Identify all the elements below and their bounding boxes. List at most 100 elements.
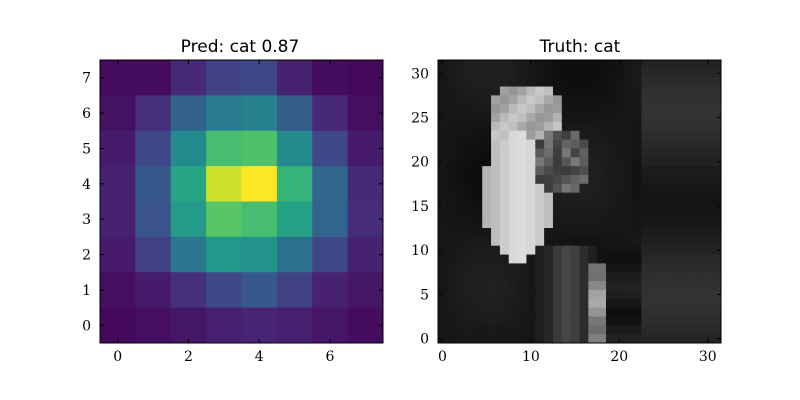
image-pixel — [606, 334, 616, 344]
image-pixel — [517, 281, 527, 291]
image-pixel — [517, 139, 527, 149]
image-pixel — [694, 130, 704, 140]
image-pixel — [508, 86, 518, 96]
image-pixel — [659, 192, 669, 202]
image-pixel — [552, 139, 563, 149]
image-pixel — [579, 139, 589, 149]
image-pixel — [694, 86, 704, 96]
image-pixel — [650, 272, 660, 282]
heatmap-cell — [276, 166, 313, 202]
image-pixel — [552, 210, 563, 220]
image-pixel — [641, 130, 651, 140]
image-pixel — [597, 245, 607, 255]
image-pixel — [517, 166, 527, 176]
image-pixel — [561, 281, 572, 291]
image-pixel — [526, 157, 536, 167]
heatmap-cell — [170, 60, 207, 96]
image-pixel — [606, 201, 616, 211]
image-pixel — [491, 68, 501, 79]
image-pixel — [667, 316, 678, 326]
image-pixel — [712, 95, 722, 105]
image-pixel — [623, 210, 633, 220]
image-pixel — [588, 228, 598, 238]
image-pixel — [703, 157, 713, 167]
truth-title: Truth: cat — [539, 37, 621, 57]
heatmap-cell — [347, 236, 384, 273]
image-pixel — [464, 263, 474, 273]
image-pixel — [491, 121, 501, 132]
image-pixel — [623, 157, 633, 167]
image-pixel — [517, 263, 527, 273]
image-pixel — [446, 254, 457, 264]
image-pixel — [659, 325, 669, 335]
image-pixel — [570, 121, 580, 132]
image-pixel — [712, 298, 722, 309]
image-pixel — [491, 113, 501, 123]
image-pixel — [535, 272, 545, 282]
image-pixel — [473, 183, 483, 194]
image-pixel — [552, 192, 563, 202]
image-pixel — [535, 68, 545, 79]
image-pixel — [588, 139, 598, 149]
image-pixel — [712, 263, 722, 273]
image-pixel — [473, 86, 483, 96]
image-pixel — [685, 121, 695, 132]
image-pixel — [482, 228, 492, 238]
image-pixel — [526, 281, 536, 291]
image-pixel — [455, 166, 465, 176]
image-pixel — [464, 60, 474, 70]
image-pixel — [482, 148, 492, 158]
image-pixel — [606, 121, 616, 132]
image-pixel — [712, 254, 722, 264]
image-pixel — [526, 166, 536, 176]
image-pixel — [455, 228, 465, 238]
image-pixel — [526, 236, 536, 247]
image-pixel — [623, 219, 633, 229]
image-pixel — [712, 281, 722, 291]
heatmap-cell — [347, 130, 384, 167]
image-pixel — [641, 228, 651, 238]
heatmap-cell — [100, 166, 136, 202]
image-pixel — [694, 157, 704, 167]
image-pixel — [659, 210, 669, 220]
image-pixel — [632, 174, 642, 185]
image-pixel — [499, 104, 510, 114]
image-pixel — [588, 245, 598, 255]
image-pixel — [597, 334, 607, 344]
image-pixel — [526, 86, 536, 96]
image-pixel — [650, 121, 660, 132]
y-tick-label: 4 — [82, 177, 91, 193]
image-pixel — [694, 192, 704, 202]
image-pixel — [685, 254, 695, 264]
image-pixel — [517, 316, 527, 326]
image-pixel — [588, 183, 598, 194]
image-pixel — [482, 236, 492, 247]
image-pixel — [517, 219, 527, 229]
image-pixel — [623, 245, 633, 255]
image-pixel — [535, 298, 545, 309]
image-pixel — [703, 201, 713, 211]
image-pixel — [535, 236, 545, 247]
image-pixel — [438, 192, 448, 202]
image-pixel — [491, 157, 501, 167]
image-pixel — [570, 236, 580, 247]
image-pixel — [650, 77, 660, 87]
image-pixel — [712, 183, 722, 194]
image-pixel — [570, 68, 580, 79]
image-pixel — [588, 166, 598, 176]
image-pixel — [473, 113, 483, 123]
image-pixel — [482, 325, 492, 335]
image-pixel — [499, 121, 510, 132]
image-pixel — [526, 68, 536, 79]
image-pixel — [535, 121, 545, 132]
image-pixel — [499, 166, 510, 176]
image-pixel — [650, 86, 660, 96]
image-pixel — [570, 77, 580, 87]
image-pixel — [676, 130, 687, 140]
image-pixel — [579, 289, 589, 300]
image-pixel — [606, 316, 616, 326]
image-pixel — [517, 307, 527, 317]
image-pixel — [641, 254, 651, 264]
image-pixel — [535, 254, 545, 264]
image-pixel — [685, 60, 695, 70]
